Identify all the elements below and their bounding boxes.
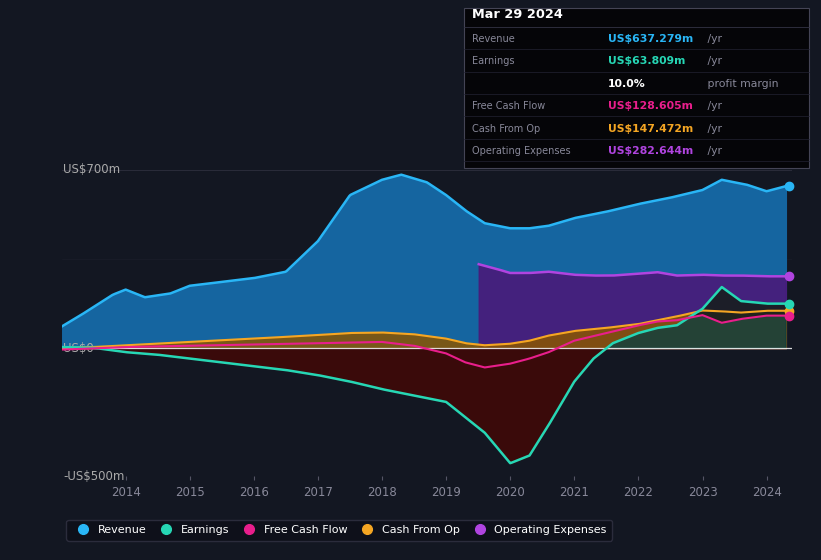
Text: US$637.279m: US$637.279m — [608, 34, 693, 44]
Text: US$282.644m: US$282.644m — [608, 146, 693, 156]
Text: Revenue: Revenue — [472, 34, 515, 44]
Text: US$147.472m: US$147.472m — [608, 124, 693, 134]
Text: US$128.605m: US$128.605m — [608, 101, 692, 111]
Text: Operating Expenses: Operating Expenses — [472, 146, 571, 156]
Legend: Revenue, Earnings, Free Cash Flow, Cash From Op, Operating Expenses: Revenue, Earnings, Free Cash Flow, Cash … — [67, 520, 612, 540]
Text: 10.0%: 10.0% — [608, 79, 645, 89]
Text: Earnings: Earnings — [472, 57, 515, 67]
Text: Free Cash Flow: Free Cash Flow — [472, 101, 545, 111]
Text: /yr: /yr — [704, 146, 722, 156]
Text: profit margin: profit margin — [704, 79, 778, 89]
Text: US$700m: US$700m — [63, 163, 120, 176]
Text: Mar 29 2024: Mar 29 2024 — [472, 8, 563, 21]
Text: /yr: /yr — [704, 34, 722, 44]
Text: Cash From Op: Cash From Op — [472, 124, 540, 134]
Text: -US$500m: -US$500m — [63, 469, 125, 483]
Text: US$63.809m: US$63.809m — [608, 57, 685, 67]
Text: US$0: US$0 — [63, 342, 94, 355]
Text: /yr: /yr — [704, 124, 722, 134]
Text: /yr: /yr — [704, 101, 722, 111]
Text: /yr: /yr — [704, 57, 722, 67]
